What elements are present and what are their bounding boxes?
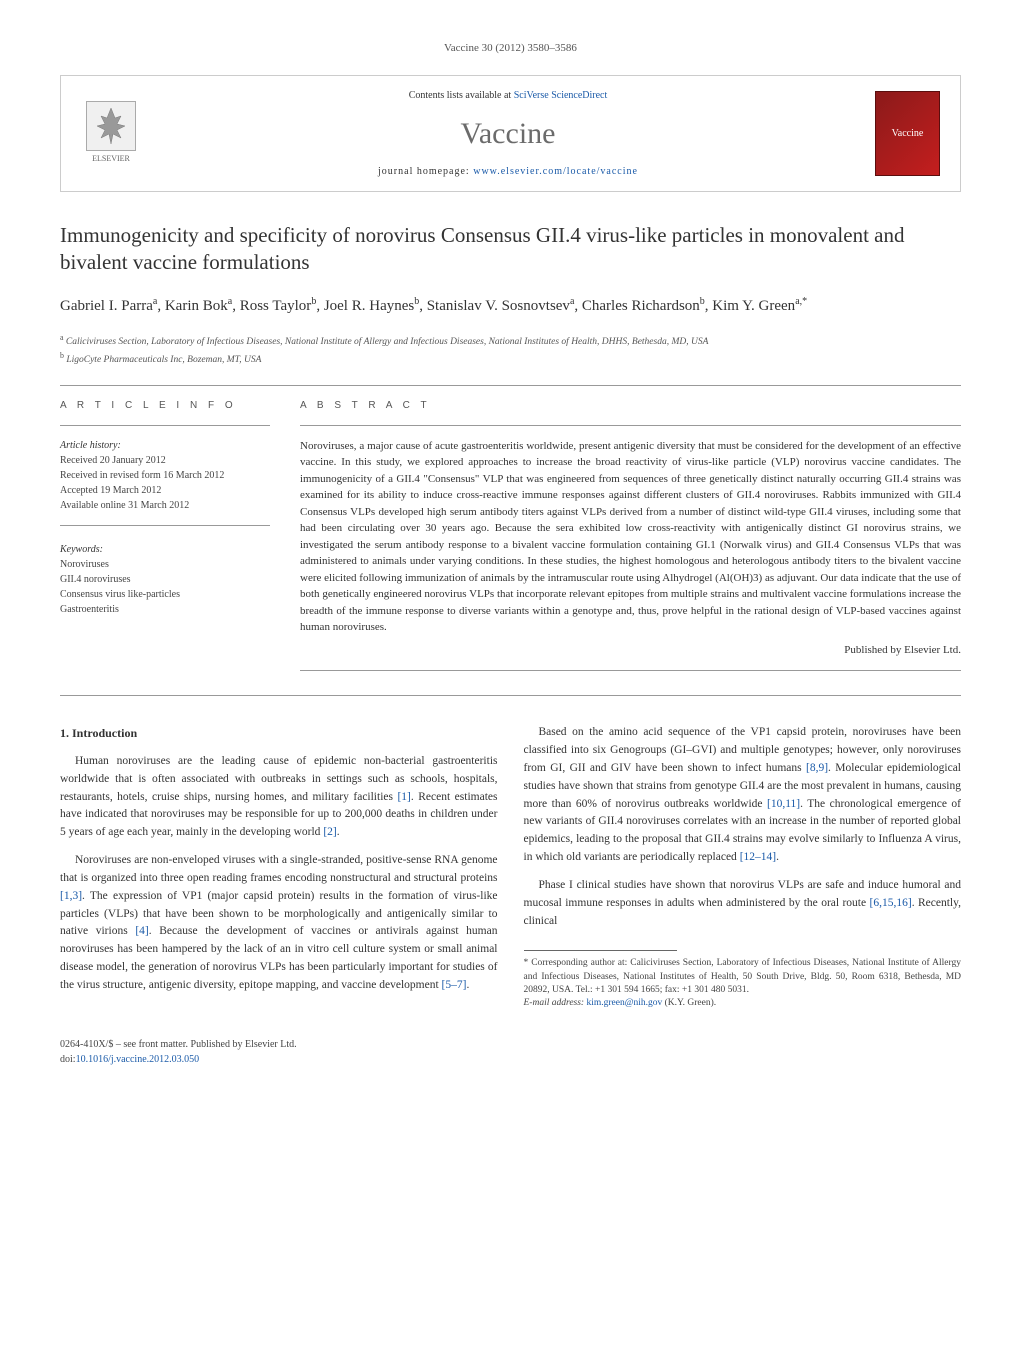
email-line: E-mail address: kim.green@nih.gov (K.Y. … [524,997,962,1010]
sciencedirect-link[interactable]: SciVerse ScienceDirect [514,90,608,101]
history-label: Article history: [60,438,270,453]
ref-link[interactable]: [6,15,16] [870,897,912,909]
ref-link[interactable]: [2] [323,826,336,838]
section-divider [60,385,961,386]
revised-date: Received in revised form 16 March 2012 [60,468,270,483]
journal-reference: Vaccine 30 (2012) 3580–3586 [60,40,961,57]
keyword: GII.4 noroviruses [60,572,270,587]
authors-list: Gabriel I. Parraa, Karin Boka, Ross Tayl… [60,294,961,318]
journal-name: Vaccine [141,111,875,156]
abstract-divider [300,425,961,426]
ref-link[interactable]: [10,11] [767,798,800,810]
intro-paragraph: Human noroviruses are the leading cause … [60,753,498,842]
intro-paragraph: Based on the amino acid sequence of the … [524,724,962,867]
ref-link[interactable]: [12–14] [740,851,776,863]
doi-line: doi:10.1016/j.vaccine.2012.03.050 [60,1052,297,1067]
author: Stanislav V. Sosnovtseva [427,298,575,314]
author: Charles Richardsonb [582,298,705,314]
contents-available-line: Contents lists available at SciVerse Sci… [141,88,875,103]
author: Ross Taylorb [240,298,317,314]
intro-paragraph: Noroviruses are non-enveloped viruses wi… [60,852,498,995]
journal-header: ELSEVIER Contents lists available at Sci… [60,75,961,192]
abstract-heading: A B S T R A C T [300,398,961,413]
footnote-divider [524,950,677,951]
elsevier-label: ELSEVIER [92,153,130,165]
homepage-prefix: journal homepage: [378,166,473,177]
intro-paragraph: Phase I clinical studies have shown that… [524,877,962,930]
keyword: Gastroenteritis [60,602,270,617]
journal-homepage-line: journal homepage: www.elsevier.com/locat… [141,164,875,179]
intro-heading: 1. Introduction [60,724,498,743]
info-divider [60,525,270,526]
journal-cover-thumbnail: Vaccine [875,91,940,176]
cover-label: Vaccine [892,126,924,141]
abstract-block: A B S T R A C T Noroviruses, a major cau… [300,398,961,684]
author: Kim Y. Greena,* [712,298,807,314]
affiliations: a Caliciviruses Section, Laboratory of I… [60,332,961,367]
author: Gabriel I. Parraa [60,298,157,314]
email-link[interactable]: kim.green@nih.gov [586,998,662,1008]
copyright-line: 0264-410X/$ – see front matter. Publishe… [60,1037,297,1052]
ref-link[interactable]: [4] [135,925,148,937]
article-info-block: A R T I C L E I N F O Article history: R… [60,398,270,684]
ref-link[interactable]: [1] [397,791,410,803]
elsevier-logo: ELSEVIER [81,98,141,168]
ref-link[interactable]: [8,9] [806,762,828,774]
affiliation-b: b LigoCyte Pharmaceuticals Inc, Bozeman,… [60,350,961,367]
keyword: Noroviruses [60,557,270,572]
info-divider [60,425,270,426]
affiliation-a: a Caliciviruses Section, Laboratory of I… [60,332,961,349]
accepted-date: Accepted 19 March 2012 [60,483,270,498]
author: Karin Boka [165,298,232,314]
author: Joel R. Haynesb [324,298,419,314]
section-divider [60,695,961,696]
contents-prefix: Contents lists available at [409,90,514,101]
article-title: Immunogenicity and specificity of norovi… [60,222,961,277]
published-by: Published by Elsevier Ltd. [300,642,961,659]
received-date: Received 20 January 2012 [60,453,270,468]
abstract-text: Noroviruses, a major cause of acute gast… [300,438,961,636]
footnotes: * Corresponding author at: Caliciviruses… [524,957,962,1010]
homepage-link[interactable]: www.elsevier.com/locate/vaccine [473,166,638,177]
ref-link[interactable]: [1,3] [60,890,82,902]
ref-link[interactable]: [5–7] [442,979,467,991]
article-info-heading: A R T I C L E I N F O [60,398,270,413]
doi-link[interactable]: 10.1016/j.vaccine.2012.03.050 [76,1054,200,1065]
online-date: Available online 31 March 2012 [60,498,270,513]
corresponding-author-note: * Corresponding author at: Caliciviruses… [524,957,962,997]
elsevier-tree-icon [86,101,136,151]
keywords-label: Keywords: [60,542,270,557]
abstract-divider [300,670,961,671]
page-footer: 0264-410X/$ – see front matter. Publishe… [60,1037,961,1067]
keyword: Consensus virus like-particles [60,587,270,602]
body-columns: 1. Introduction Human noroviruses are th… [60,724,961,1010]
